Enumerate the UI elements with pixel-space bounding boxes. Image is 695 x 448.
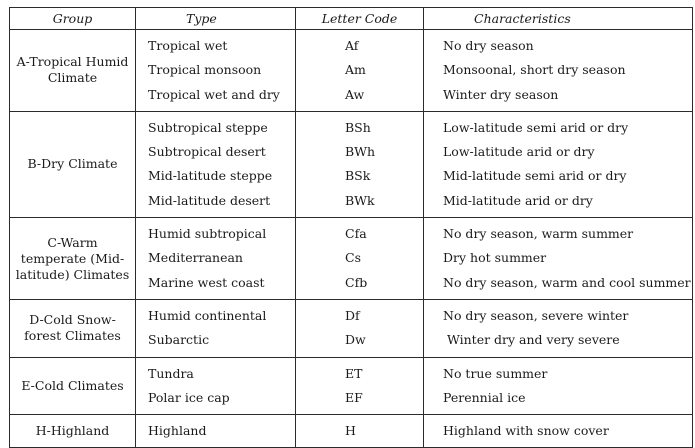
letter-code: EF (345, 389, 363, 405)
group-name: A-Tropical Humid Climate (9, 29, 136, 112)
letter-code: H (345, 423, 356, 439)
letter-code: Dw (345, 332, 366, 348)
characteristic: Winter dry season (443, 86, 559, 102)
type-item: Subtropical desert (148, 144, 266, 160)
letter-code: Aw (345, 86, 365, 102)
code-list: Cfa Cs Cfb (295, 217, 424, 300)
type-item: Subtropical steppe (148, 119, 268, 135)
code-list: Df Dw (295, 298, 424, 358)
table-row: D-Cold Snow-forest Climates Humid contin… (9, 298, 693, 358)
table-row: B-Dry Climate Subtropical steppe Subtrop… (9, 110, 693, 219)
characteristic: No true summer (443, 365, 548, 381)
letter-code: Af (345, 38, 359, 53)
type-item: Mid-latitude steppe (148, 168, 273, 184)
group-name: H-Highland (9, 414, 136, 448)
letter-code: Cfb (345, 274, 368, 290)
characteristic: Monsoonal, short dry season (443, 62, 626, 78)
type-list: Humid continental Subarctic (135, 298, 296, 358)
characteristics-list: No dry season, warm summer Dry hot summe… (423, 217, 693, 300)
climate-classification-table: Group Type Letter Code Characteristics A… (9, 7, 693, 448)
code-list: H (295, 414, 424, 448)
letter-code: Cfa (345, 226, 367, 242)
type-list: Humid subtropical Mediterranean Marine w… (135, 217, 296, 300)
group-name: B-Dry Climate (9, 110, 136, 219)
table-row: H-Highland Highland H Highland with snow… (9, 414, 693, 448)
type-list: Tropical wet Tropical monsoon Tropical w… (135, 29, 296, 112)
letter-code: BSk (345, 168, 371, 184)
letter-code: BWk (345, 192, 375, 208)
type-item: Subarctic (148, 332, 210, 348)
type-list: Highland (135, 414, 296, 448)
type-item: Mediterranean (148, 250, 243, 266)
characteristic: No dry season, warm and cool summer (443, 274, 691, 290)
characteristic: Dry hot summer (443, 250, 547, 266)
characteristic: No dry season (443, 38, 534, 53)
characteristics-list: Low-latitude semi arid or dry Low-latitu… (423, 110, 693, 219)
type-item: Humid continental (148, 307, 267, 323)
type-item: Tropical wet and dry (148, 86, 280, 102)
type-item: Tundra (148, 365, 194, 381)
type-item: Humid subtropical (148, 226, 267, 242)
characteristic: Highland with snow cover (443, 423, 609, 439)
table-row: A-Tropical Humid Climate Tropical wet Tr… (9, 29, 693, 112)
group-name: E-Cold Climates (9, 356, 136, 416)
characteristic: Mid-latitude arid or dry (443, 192, 593, 208)
characteristics-list: No dry season Monsoonal, short dry seaso… (423, 29, 693, 112)
letter-code: ET (345, 365, 363, 381)
group-name: D-Cold Snow-forest Climates (9, 298, 136, 358)
characteristics-list: No true summer Perennial ice (423, 356, 693, 416)
table-row: E-Cold Climates Tundra Polar ice cap ET … (9, 356, 693, 416)
characteristic: Perennial ice (443, 389, 526, 405)
header-group: Group (9, 7, 136, 30)
type-list: Subtropical steppe Subtropical desert Mi… (135, 110, 296, 219)
code-list: Af Am Aw (295, 29, 424, 112)
type-item: Tropical monsoon (148, 62, 262, 78)
type-item: Marine west coast (148, 274, 265, 290)
type-list: Tundra Polar ice cap (135, 356, 296, 416)
characteristic: Low-latitude arid or dry (443, 144, 595, 160)
code-list: ET EF (295, 356, 424, 416)
characteristic: No dry season, severe winter (443, 307, 629, 323)
letter-code: BSh (345, 119, 371, 135)
characteristic: Winter dry and very severe (447, 332, 620, 348)
characteristic: Mid-latitude semi arid or dry (443, 168, 627, 184)
characteristic: Low-latitude semi arid or dry (443, 119, 629, 135)
code-list: BSh BWh BSk BWk (295, 110, 424, 219)
group-name: C-Warm temperate (Mid-latitude) Climates (9, 217, 136, 300)
table-row: C-Warm temperate (Mid-latitude) Climates… (9, 217, 693, 300)
header-type: Type (135, 7, 296, 30)
characteristic: No dry season, warm summer (443, 226, 634, 242)
type-item: Tropical wet (148, 38, 228, 53)
type-item: Highland (148, 423, 207, 439)
characteristics-list: Highland with snow cover (423, 414, 693, 448)
letter-code: Am (345, 62, 366, 78)
letter-code: Cs (345, 250, 361, 266)
type-item: Polar ice cap (148, 389, 230, 405)
header-row: Group Type Letter Code Characteristics (9, 7, 693, 30)
letter-code: BWh (345, 144, 376, 160)
header-characteristics: Characteristics (423, 7, 693, 30)
type-item: Mid-latitude desert (148, 192, 271, 208)
header-letter-code: Letter Code (295, 7, 424, 30)
characteristics-list: No dry season, severe winter Winter dry … (423, 298, 693, 358)
letter-code: Df (345, 307, 360, 323)
